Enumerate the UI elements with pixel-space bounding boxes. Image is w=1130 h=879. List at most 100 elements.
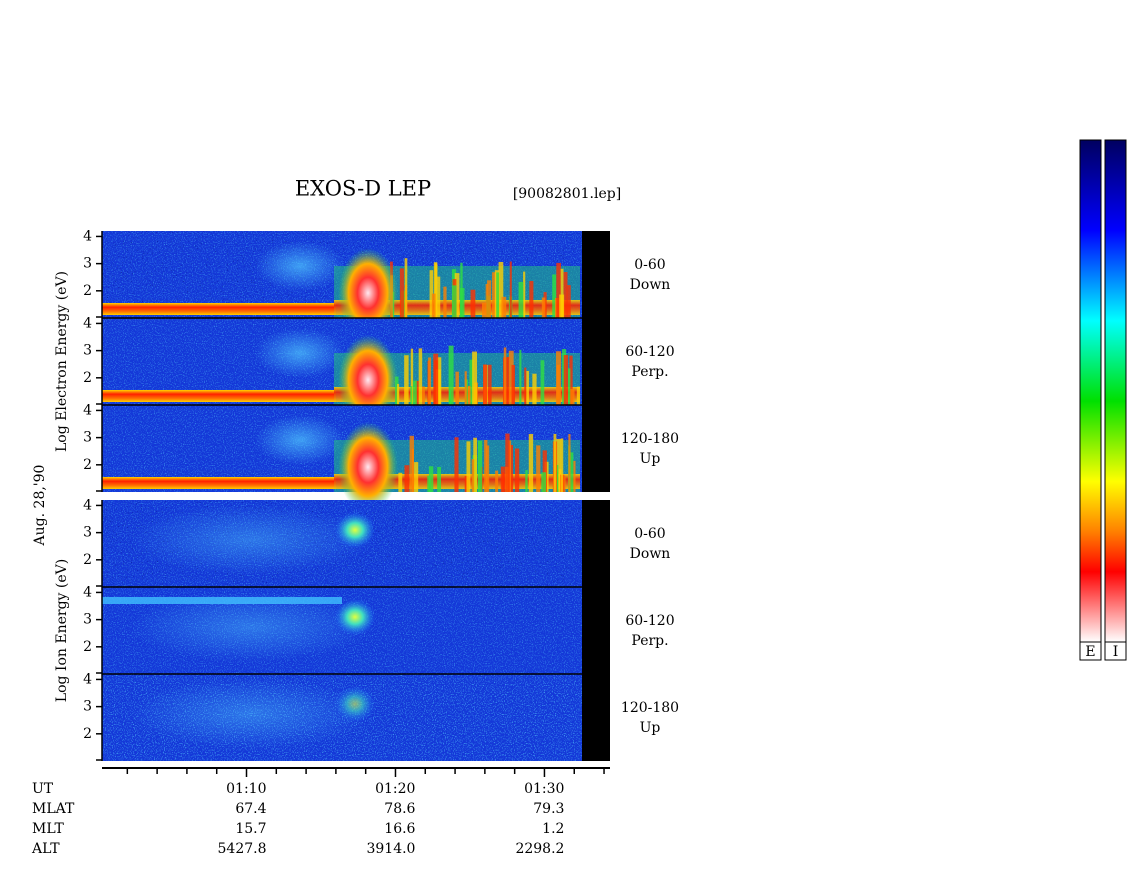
ion-haze — [130, 592, 370, 662]
x-tick-label: 01:10 — [226, 781, 266, 797]
burst-stripe — [435, 369, 441, 405]
data-gap — [582, 405, 610, 492]
file-name: [90082801.lep] — [513, 186, 621, 202]
burst-stripe — [523, 271, 526, 318]
ion-haze — [130, 505, 370, 575]
burst-stripe — [481, 302, 487, 318]
title: EXOS-D LEP — [295, 177, 431, 201]
y-tick-label: 2 — [83, 726, 92, 742]
burst-stripe — [542, 450, 547, 492]
x-tick-label: 01:20 — [375, 781, 415, 797]
y-tick-label: 2 — [83, 457, 92, 473]
y-tick-label: 4 — [83, 228, 92, 244]
burst-stripe — [464, 371, 467, 405]
orbit-value: 67.4 — [235, 801, 266, 817]
burst-stripe — [472, 351, 478, 405]
burst-stripe — [556, 262, 561, 318]
pitch-direction: Up — [640, 451, 661, 467]
burst-stripe — [487, 280, 492, 318]
y-tick-label: 2 — [83, 552, 92, 568]
burst-stripe — [556, 438, 562, 492]
burst-stripe — [449, 389, 452, 405]
y-tick-label: 4 — [83, 402, 92, 418]
burst-stripe — [498, 261, 504, 318]
colorbar-label: I — [1113, 644, 1119, 660]
burst-stripe — [556, 364, 560, 405]
burst-stripe — [501, 296, 507, 318]
burst-stripe — [414, 462, 419, 492]
ion-spot — [335, 512, 375, 548]
burst-stripe — [454, 273, 460, 318]
orbit-label: MLT — [32, 821, 64, 837]
burst-stripe — [404, 258, 408, 318]
orbit-value: 1.2 — [542, 821, 564, 837]
burst-stripe — [471, 459, 475, 492]
orbit-value: 2298.2 — [515, 841, 564, 857]
burst-stripe — [470, 289, 476, 318]
burst-stripe — [568, 434, 571, 492]
ion-haze — [130, 679, 370, 749]
burst-stripe — [455, 371, 459, 405]
burst-stripe — [509, 444, 514, 492]
burst-stripe — [466, 441, 471, 492]
burst-stripe — [396, 383, 400, 405]
pitch-angle: 120-180 — [621, 700, 679, 716]
data-gap — [582, 231, 610, 318]
colorbar-label-box — [1104, 641, 1127, 661]
burst-stripe — [443, 286, 447, 318]
burst-stripe — [452, 285, 457, 318]
burst-stripe — [511, 364, 515, 405]
pitch-angle: 60-120 — [625, 613, 674, 629]
burst-stripe — [469, 359, 474, 405]
burst-stripe — [569, 355, 573, 405]
low-energy-band — [102, 390, 336, 402]
burst-stripe — [532, 373, 537, 405]
pitch-angle: 0-60 — [634, 526, 665, 542]
burst-stripe — [418, 348, 423, 405]
y-tick-label: 3 — [83, 612, 92, 628]
burst-stripe — [563, 355, 569, 405]
colorbar — [1104, 139, 1127, 643]
burst-stripe — [506, 356, 510, 405]
pitch-direction: Down — [630, 277, 671, 293]
y-tick-label: 2 — [83, 639, 92, 655]
burst-stripe — [560, 438, 564, 492]
burst-stripe — [429, 270, 434, 318]
burst-stripe — [536, 445, 541, 492]
group-label: Log Electron Energy (eV) — [54, 271, 70, 452]
y-tick-label: 3 — [83, 256, 92, 272]
colorbar-label: E — [1085, 644, 1095, 660]
burst-stripe — [503, 347, 507, 405]
pitch-direction: Down — [630, 546, 671, 562]
burst-stripe — [410, 348, 414, 405]
burst-stripe — [563, 272, 568, 318]
orbit-value: 79.3 — [533, 801, 564, 817]
burst-core — [338, 335, 398, 425]
group-label: Log Ion Energy (eV) — [54, 559, 70, 702]
burst-stripe — [573, 460, 576, 492]
burst-stripe — [569, 452, 574, 492]
burst-core — [338, 248, 398, 338]
burst-stripe — [541, 472, 547, 492]
burst-stripe — [567, 368, 571, 405]
burst-stripe — [495, 470, 499, 492]
burst-stripe — [492, 272, 496, 318]
burst-stripe — [519, 349, 522, 405]
orbit-value: 16.6 — [384, 821, 415, 837]
ion-spot — [335, 599, 375, 635]
orbit-value: 15.7 — [235, 821, 266, 837]
burst-stripe — [473, 437, 477, 492]
y-tick-label: 2 — [83, 370, 92, 386]
y-tick-label: 3 — [83, 525, 92, 541]
burst-stripe — [505, 433, 510, 492]
burst-stripe — [518, 281, 524, 318]
burst-stripe — [525, 470, 528, 492]
burst-stripe — [411, 448, 415, 492]
y-tick-label: 4 — [83, 315, 92, 331]
burst-stripe — [410, 386, 413, 405]
orbit-value: 78.6 — [384, 801, 415, 817]
orbit-value: 3914.0 — [366, 841, 415, 857]
low-energy-band — [102, 303, 336, 315]
burst-stripe — [576, 386, 581, 405]
